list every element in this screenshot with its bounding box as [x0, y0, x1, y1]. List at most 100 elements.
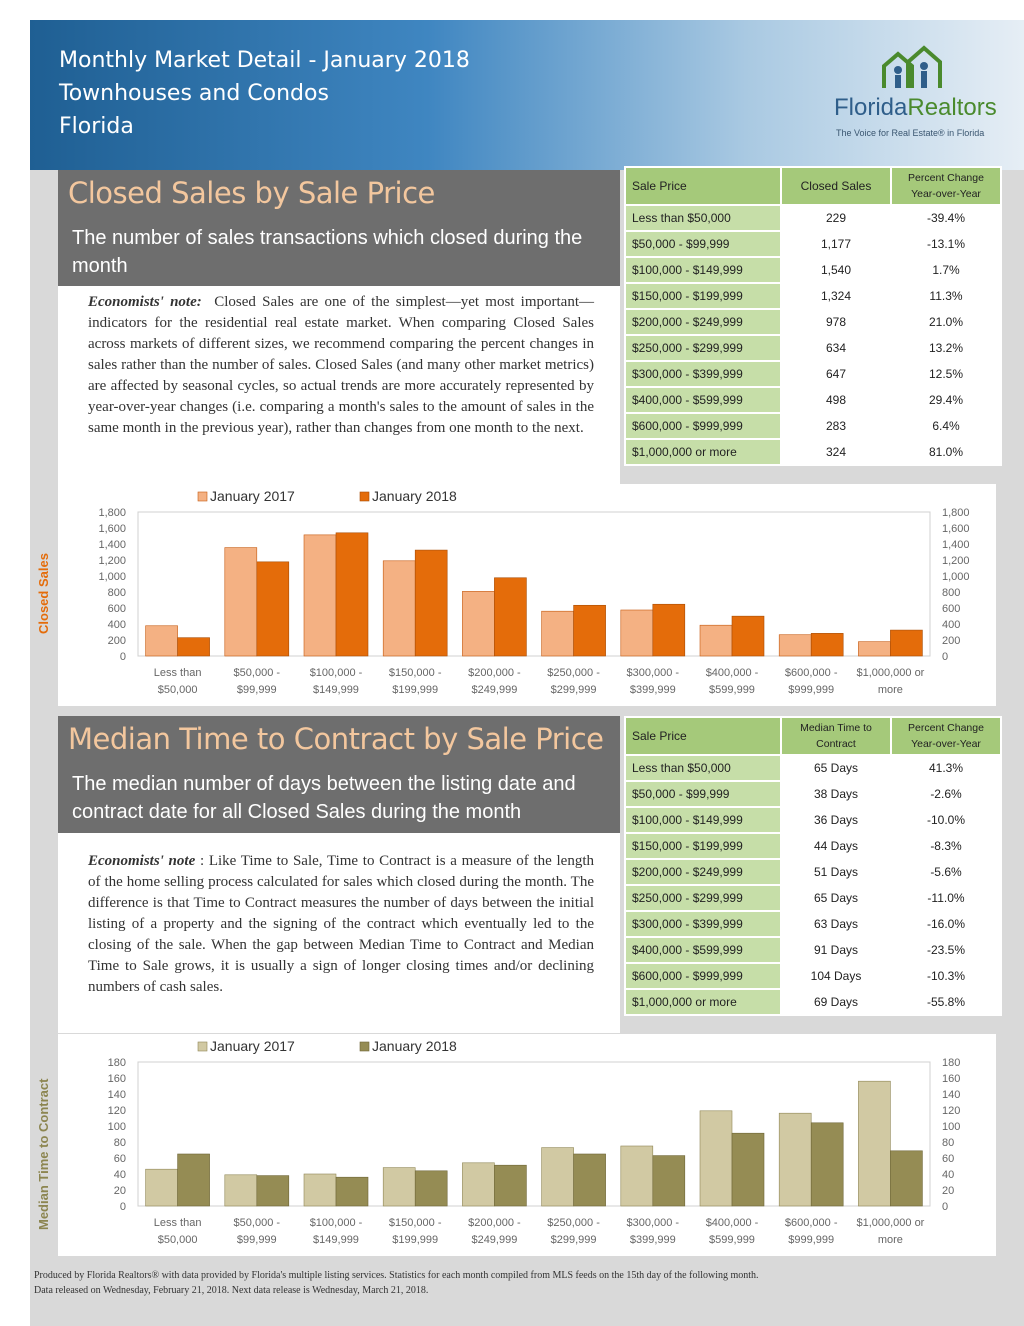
table-row: $250,000 - $299,999 65 Days -11.0%: [626, 886, 1000, 910]
median-time-table: Sale Price Median Time to Contract Perce…: [624, 716, 1002, 1016]
y-tick-label-right: 80: [942, 1137, 954, 1149]
x-tick-label: $300,000 -: [626, 1217, 679, 1229]
x-tick-label: more: [878, 1234, 903, 1246]
x-tick-label: $200,000 -: [468, 1217, 521, 1229]
cell-median-time-value: 51 Days: [782, 860, 890, 884]
legend-label: January 2018: [372, 1038, 457, 1054]
legend-label: January 2017: [210, 1038, 295, 1054]
report-header: [30, 20, 1024, 170]
y-tick-label-left: 1,800: [98, 507, 126, 519]
bar-jan-2018: [652, 1155, 686, 1207]
x-tick-label: $150,000 -: [389, 1217, 442, 1229]
logo-wordmark: FloridaRealtors: [834, 94, 997, 122]
bar-jan-2017: [778, 634, 812, 657]
bar-jan-2018: [810, 1122, 844, 1207]
cell-closed-sales-value: 1,177: [782, 232, 890, 256]
table-row: $50,000 - $99,999 1,177 -13.1%: [626, 232, 1000, 256]
column-header-closed-sales: Closed Sales: [782, 168, 890, 204]
x-tick-label: $250,000 -: [547, 1217, 600, 1229]
bar-jan-2018: [335, 532, 369, 657]
table-row: $100,000 - $149,999 1,540 1.7%: [626, 258, 1000, 282]
bar-jan-2017: [224, 1174, 258, 1207]
y-tick-label-right: 1,000: [942, 571, 970, 583]
table-row: Less than $50,000 229 -39.4%: [626, 206, 1000, 230]
cell-percent-change: -5.6%: [892, 860, 1000, 884]
cell-percent-change: 6.4%: [892, 414, 1000, 438]
logo-word-florida: Florida: [834, 94, 908, 121]
bar-jan-2018: [177, 637, 210, 657]
y-tick-label-left: 1,200: [98, 555, 126, 567]
x-tick-label: $600,000 -: [785, 667, 838, 679]
x-tick-label: $1,000,000 or: [856, 667, 924, 679]
y-tick-label-right: 60: [942, 1153, 954, 1165]
cell-closed-sales-value: 1,324: [782, 284, 890, 308]
y-tick-label-right: 400: [942, 619, 960, 631]
bar-jan-2017: [303, 1173, 337, 1207]
closed-sales-title: Closed Sales by Sale Price: [68, 176, 435, 210]
x-tick-label: $600,000 -: [785, 1217, 838, 1229]
bar-jan-2018: [810, 633, 844, 657]
bar-jan-2017: [462, 1162, 495, 1207]
cell-sale-price: $200,000 - $249,999: [626, 860, 780, 884]
closed-sales-bar-chart: 0 0 200 200 400 400 600 600 800 800 1,000 1,000 1,20…: [58, 484, 996, 706]
x-tick-label: $299,999: [551, 1234, 597, 1246]
y-tick-label-right: 1,200: [942, 555, 970, 567]
table-row: $200,000 - $249,999 978 21.0%: [626, 310, 1000, 334]
table-row: $50,000 - $99,999 38 Days -2.6%: [626, 782, 1000, 806]
x-tick-label: $1,000,000 or: [856, 1217, 924, 1229]
y-tick-label-right: 0: [942, 651, 948, 663]
y-tick-label-left: 1,400: [98, 539, 126, 551]
cell-median-time-value: 44 Days: [782, 834, 890, 858]
cell-percent-change: 41.3%: [892, 756, 1000, 780]
median-time-title: Median Time to Contract by Sale Price: [68, 722, 604, 756]
closed-sales-note-lead: Economists' note:: [88, 294, 202, 310]
median-time-note-lead: Economists' note: [88, 853, 196, 869]
cell-sale-price: $400,000 - $599,999: [626, 938, 780, 962]
column-header-percent-change: Percent Change Year-over-Year: [892, 168, 1000, 204]
y-tick-label-right: 120: [942, 1105, 960, 1117]
x-tick-label: $199,999: [392, 1234, 438, 1246]
cell-closed-sales-value: 229: [782, 206, 890, 230]
x-tick-label: $150,000 -: [389, 667, 442, 679]
legend-swatch: [359, 491, 370, 502]
cell-median-time-value: 65 Days: [782, 756, 890, 780]
footer-line-1: Produced by Florida Realtors® with data …: [34, 1270, 759, 1281]
bar-jan-2017: [778, 1112, 812, 1207]
cell-percent-change: 11.3%: [892, 284, 1000, 308]
y-tick-label-left: 1,000: [98, 571, 126, 583]
cell-percent-change: -55.8%: [892, 990, 1000, 1014]
x-tick-label: Less than: [154, 667, 202, 679]
bar-jan-2018: [731, 1132, 765, 1207]
table-row: $200,000 - $249,999 51 Days -5.6%: [626, 860, 1000, 884]
cell-closed-sales-value: 324: [782, 440, 890, 464]
y-tick-label-left: 20: [114, 1185, 126, 1197]
column-header-percent-change: Percent Change Year-over-Year: [892, 718, 1000, 754]
bar-jan-2018: [494, 1164, 527, 1207]
y-tick-label-right: 160: [942, 1073, 960, 1085]
y-tick-label-left: 180: [108, 1057, 126, 1069]
y-tick-label-right: 180: [942, 1057, 960, 1069]
cell-percent-change: 12.5%: [892, 362, 1000, 386]
table-row: Less than $50,000 65 Days 41.3%: [626, 756, 1000, 780]
region-name: Florida: [59, 114, 134, 139]
y-tick-label-left: 200: [108, 635, 126, 647]
bar-jan-2018: [573, 1153, 606, 1207]
y-tick-label-left: 40: [114, 1169, 126, 1181]
y-tick-label-left: 400: [108, 619, 126, 631]
closed-sales-title-panel: Closed Sales by Sale Price The number of…: [58, 170, 620, 286]
bar-jan-2017: [462, 591, 495, 657]
x-tick-label: $400,000 -: [706, 1217, 759, 1229]
bar-jan-2018: [731, 615, 765, 657]
cell-percent-change: 29.4%: [892, 388, 1000, 412]
x-tick-label: more: [878, 684, 903, 696]
closed-sales-table: Sale Price Closed Sales Percent Change Y…: [624, 166, 1002, 466]
chart-background: [58, 484, 996, 706]
legend-label: January 2017: [210, 488, 295, 504]
closed-sales-subtitle: The number of sales transactions which c…: [72, 227, 583, 277]
cell-sale-price: $100,000 - $149,999: [626, 258, 780, 282]
plot-area: [137, 511, 931, 657]
median-time-subtitle: The median number of days between the li…: [72, 773, 576, 823]
logo-tagline: The Voice for Real Estate® in Florida: [836, 128, 985, 138]
y-tick-label-right: 1,600: [942, 523, 970, 535]
